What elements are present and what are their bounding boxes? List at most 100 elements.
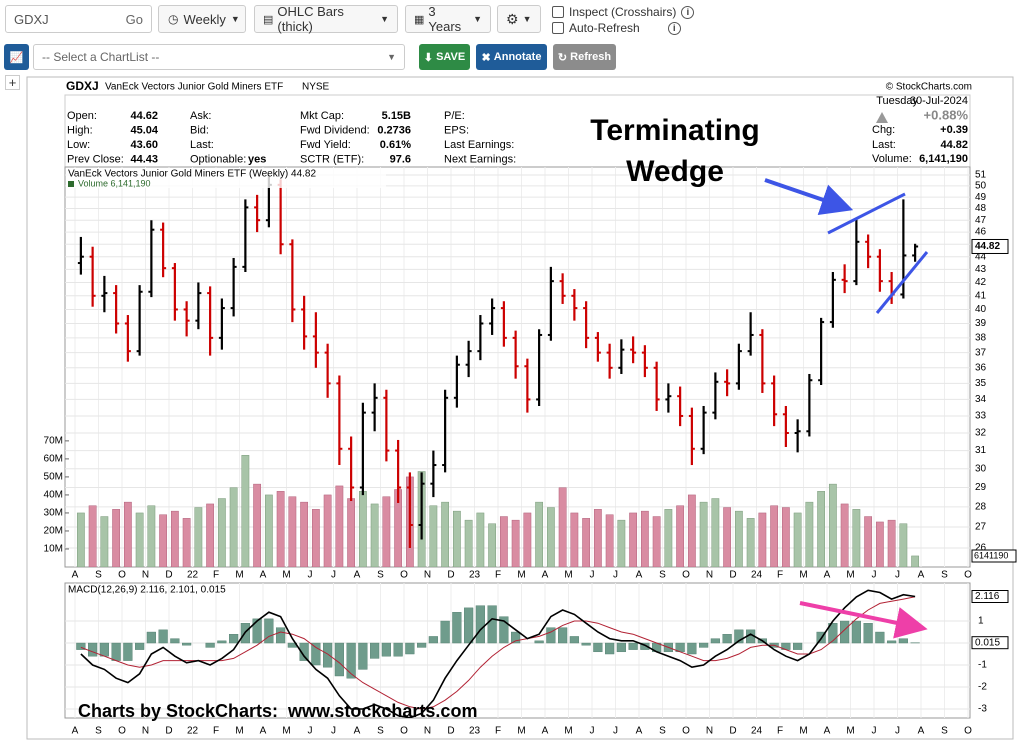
volume-bar [840, 503, 849, 567]
x-tick-label: M [846, 726, 854, 737]
range-dropdown[interactable]: ▦ 3 Years ▼ [405, 4, 491, 34]
volume-bar [664, 509, 673, 567]
histogram-bar [499, 616, 509, 644]
volume-bar [300, 501, 309, 567]
period-dropdown[interactable]: ◷ Weekly ▼ [158, 5, 246, 33]
volume-bar [370, 503, 379, 567]
volume-bar [640, 510, 649, 567]
x-tick-label: S [941, 726, 948, 737]
auto-refresh-checkbox[interactable]: Auto-Refresh i [552, 21, 681, 35]
volume: 6,141,190 [919, 153, 968, 165]
x-tick-label: A [918, 726, 925, 737]
x-tick-label: A [824, 726, 831, 737]
info-value: 5.15B [382, 110, 411, 122]
histogram-bar [182, 642, 192, 646]
info-value: 0.61% [380, 139, 411, 151]
info-label: Open: [67, 110, 97, 122]
x-tick-label: S [941, 570, 948, 581]
chartlist-dropdown[interactable]: -- Select a ChartList -- ▼ [33, 44, 405, 70]
y-tick-label: 27 [975, 522, 987, 533]
x-tick-label: A [636, 726, 643, 737]
histogram-bar [252, 618, 262, 644]
info-label: Optionable: [190, 153, 246, 165]
volume-bar [276, 491, 285, 567]
chart-icon-button[interactable]: 📈 [4, 44, 29, 70]
y-tick-label: -2 [978, 682, 987, 693]
y-tick-label: 28 [975, 502, 987, 513]
go-button[interactable]: Go [125, 11, 143, 27]
volume-bar [253, 483, 262, 567]
annotate-button[interactable]: ✖ Annotate [476, 44, 547, 70]
info-label: Mkt Cap: [300, 110, 344, 122]
histogram-bar [475, 605, 485, 644]
x-tick-label: A [824, 570, 831, 581]
x-tick-label: A [260, 570, 267, 581]
x-tick-label: M [564, 570, 572, 581]
x-tick-label: D [447, 570, 454, 581]
y-tick-label: -1 [978, 660, 987, 671]
volume-bar [687, 494, 696, 567]
histogram-bar [170, 638, 180, 644]
y-tick-label: 48 [975, 203, 987, 214]
refresh-button[interactable]: ↻ Refresh [553, 44, 616, 70]
histogram-bar [464, 607, 474, 644]
volume-bar [793, 512, 802, 567]
x-tick-label: O [682, 570, 690, 581]
volume-bar [523, 512, 532, 567]
volume-bar [417, 471, 426, 567]
x-tick-label: J [590, 726, 595, 737]
volume-bar [159, 514, 168, 567]
x-tick-label: S [659, 570, 666, 581]
save-button[interactable]: ⬇ SAVE [419, 44, 470, 70]
expand-button[interactable]: + [5, 75, 20, 90]
x-tick-label: J [331, 570, 336, 581]
settings-dropdown[interactable]: ⚙ ▼ [497, 5, 541, 33]
y-tick-label: 33 [975, 411, 987, 422]
volume-bar [676, 505, 685, 567]
y-tick-label: 26 [975, 543, 987, 554]
histogram-bar [534, 640, 544, 644]
y-tick-label: 37 [975, 347, 987, 358]
info-value: 44.43 [130, 153, 158, 165]
x-tick-label: S [95, 726, 102, 737]
x-tick-label: 22 [187, 570, 199, 581]
last: 44.82 [940, 139, 968, 151]
volume-legend: Volume 6,141,190 [78, 178, 151, 188]
y-tick-label: 40 [975, 304, 987, 315]
x-tick-label: N [142, 726, 149, 737]
histogram-bar [346, 642, 356, 679]
volume-bar [828, 483, 837, 567]
date: 30-Jul-2024 [910, 95, 968, 107]
header-name: VanEck Vectors Junior Gold Miners ETF [105, 82, 283, 93]
last-price-box [971, 238, 1009, 254]
chartlist-text: -- Select a ChartList -- [42, 50, 160, 64]
x-tick-label: A [354, 570, 361, 581]
volume-bar [805, 501, 814, 567]
volume-bar [852, 509, 861, 567]
inspect-checkbox[interactable]: Inspect (Crosshairs) i [552, 5, 695, 19]
y-tick-label: -3 [978, 704, 987, 715]
volume-bar [123, 501, 132, 567]
histogram-bar [381, 642, 391, 657]
info-value: 45.04 [130, 124, 158, 136]
x-tick-label: O [400, 570, 408, 581]
y-tick-label: 41 [975, 290, 987, 301]
x-tick-label: M [799, 726, 807, 737]
histogram-bar [546, 627, 556, 644]
chart-type-dropdown[interactable]: ▤ OHLC Bars (thick) ▼ [254, 4, 398, 34]
x-tick-label: O [964, 726, 972, 737]
symbol-input[interactable]: GDXJ Go [5, 5, 152, 33]
info-label: EPS: [444, 124, 469, 136]
last-value-box [971, 590, 1009, 603]
x-tick-label: S [377, 570, 384, 581]
pct: +0.88% [924, 107, 969, 122]
last-volume-box [971, 549, 1017, 563]
volume-bar [194, 507, 203, 567]
volume-bar [464, 519, 473, 567]
x-tick-label: S [95, 570, 102, 581]
histogram-bar [710, 638, 720, 644]
volume-bar [206, 503, 215, 567]
y-tick-label: 39 [975, 318, 987, 329]
histogram-bar [205, 642, 215, 648]
volume-bar [511, 519, 520, 567]
